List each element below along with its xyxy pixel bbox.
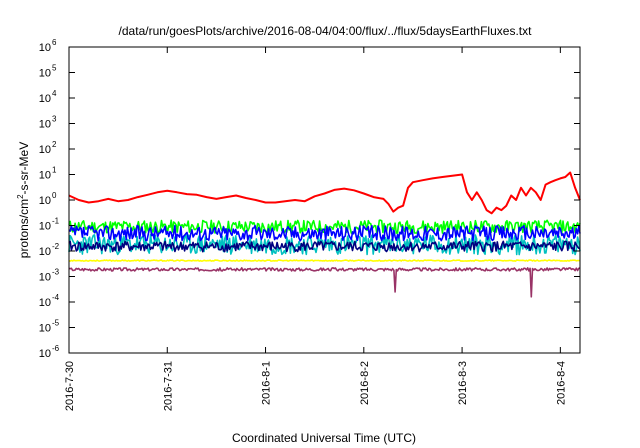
series-line [68, 267, 581, 298]
y-tick-exponent: 2 [52, 140, 57, 149]
y-axis-label: protons/cm2-s-sr-MeV [16, 142, 31, 258]
y-tick-base: 10 [39, 348, 51, 360]
y-tick-base: 10 [39, 119, 51, 131]
y-tick-base: 10 [39, 323, 51, 335]
y-tick-base: 10 [39, 93, 51, 105]
y-tick-exponent: 0 [52, 191, 57, 200]
y-axis-label-base: protons/cm [17, 199, 31, 258]
y-tick-base: 10 [39, 195, 51, 207]
y-tick-label: 10 [39, 221, 51, 233]
x-tick-label: 2016-7-30 [64, 361, 76, 411]
y-tick-label: 10 [39, 119, 51, 131]
chart-title: /data/run/goesPlots/archive/2016-08-04/0… [119, 24, 533, 38]
y-tick-base: 10 [39, 246, 51, 258]
y-tick-base: 10 [39, 68, 51, 80]
y-tick-exponent: -2 [52, 242, 60, 251]
y-tick-exponent: 5 [52, 64, 57, 73]
x-tick-label: 2016-8-3 [457, 361, 469, 405]
y-tick-label: 10 [39, 144, 51, 156]
y-axis-label-exponent: 2 [16, 194, 25, 199]
y-tick-label: 10 [39, 170, 51, 182]
y-tick-base: 10 [39, 170, 51, 182]
plot-frame [68, 46, 581, 354]
series-line [68, 259, 581, 262]
y-tick-exponent: 4 [52, 89, 57, 98]
y-tick-label: 10 [39, 272, 51, 284]
x-tick-label: 2016-8-1 [261, 361, 273, 405]
y-tick-base: 10 [39, 144, 51, 156]
y-axis-label-unit: -s-sr-MeV [17, 142, 31, 195]
y-tick-exponent: 3 [52, 115, 57, 124]
y-tick-label: 10 [39, 68, 51, 80]
y-tick-exponent: 6 [52, 38, 57, 47]
y-tick-exponent: -5 [52, 319, 60, 328]
y-tick-label: 10 [39, 246, 51, 258]
x-tick-label: 2016-8-2 [359, 361, 371, 405]
y-tick-exponent: -6 [52, 344, 60, 353]
y-axis: 10 -610 -510 -410 -310 -210 -110 010 110 210 310 41… [39, 38, 580, 360]
y-tick-base: 10 [39, 297, 51, 309]
y-tick-exponent: 1 [52, 166, 57, 175]
x-tick-label: 2016-8-4 [555, 361, 567, 405]
y-tick-label: 10 [39, 348, 51, 360]
x-axis-label: Coordinated Universal Time (UTC) [232, 431, 416, 445]
series-line [68, 171, 581, 215]
y-tick-exponent: -3 [52, 268, 60, 277]
y-tick-base: 10 [39, 221, 51, 233]
y-tick-exponent: -1 [52, 217, 60, 226]
y-tick-label: 10 [39, 93, 51, 105]
y-tick-label: 10 [39, 195, 51, 207]
y-tick-label: 10 [39, 297, 51, 309]
x-tick-label: 2016-7-31 [162, 361, 174, 411]
y-tick-label: 10 [39, 323, 51, 335]
y-tick-base: 10 [39, 42, 51, 54]
y-tick-exponent: -4 [52, 293, 60, 302]
series-line [68, 240, 581, 253]
y-tick-label: 10 [39, 42, 51, 54]
series-layer [68, 171, 581, 298]
y-tick-base: 10 [39, 272, 51, 284]
x-axis: 2016-7-30 2016-7-31 2016-8-1 2016-8-2 2016-8… [64, 47, 567, 411]
series-line [68, 224, 581, 242]
